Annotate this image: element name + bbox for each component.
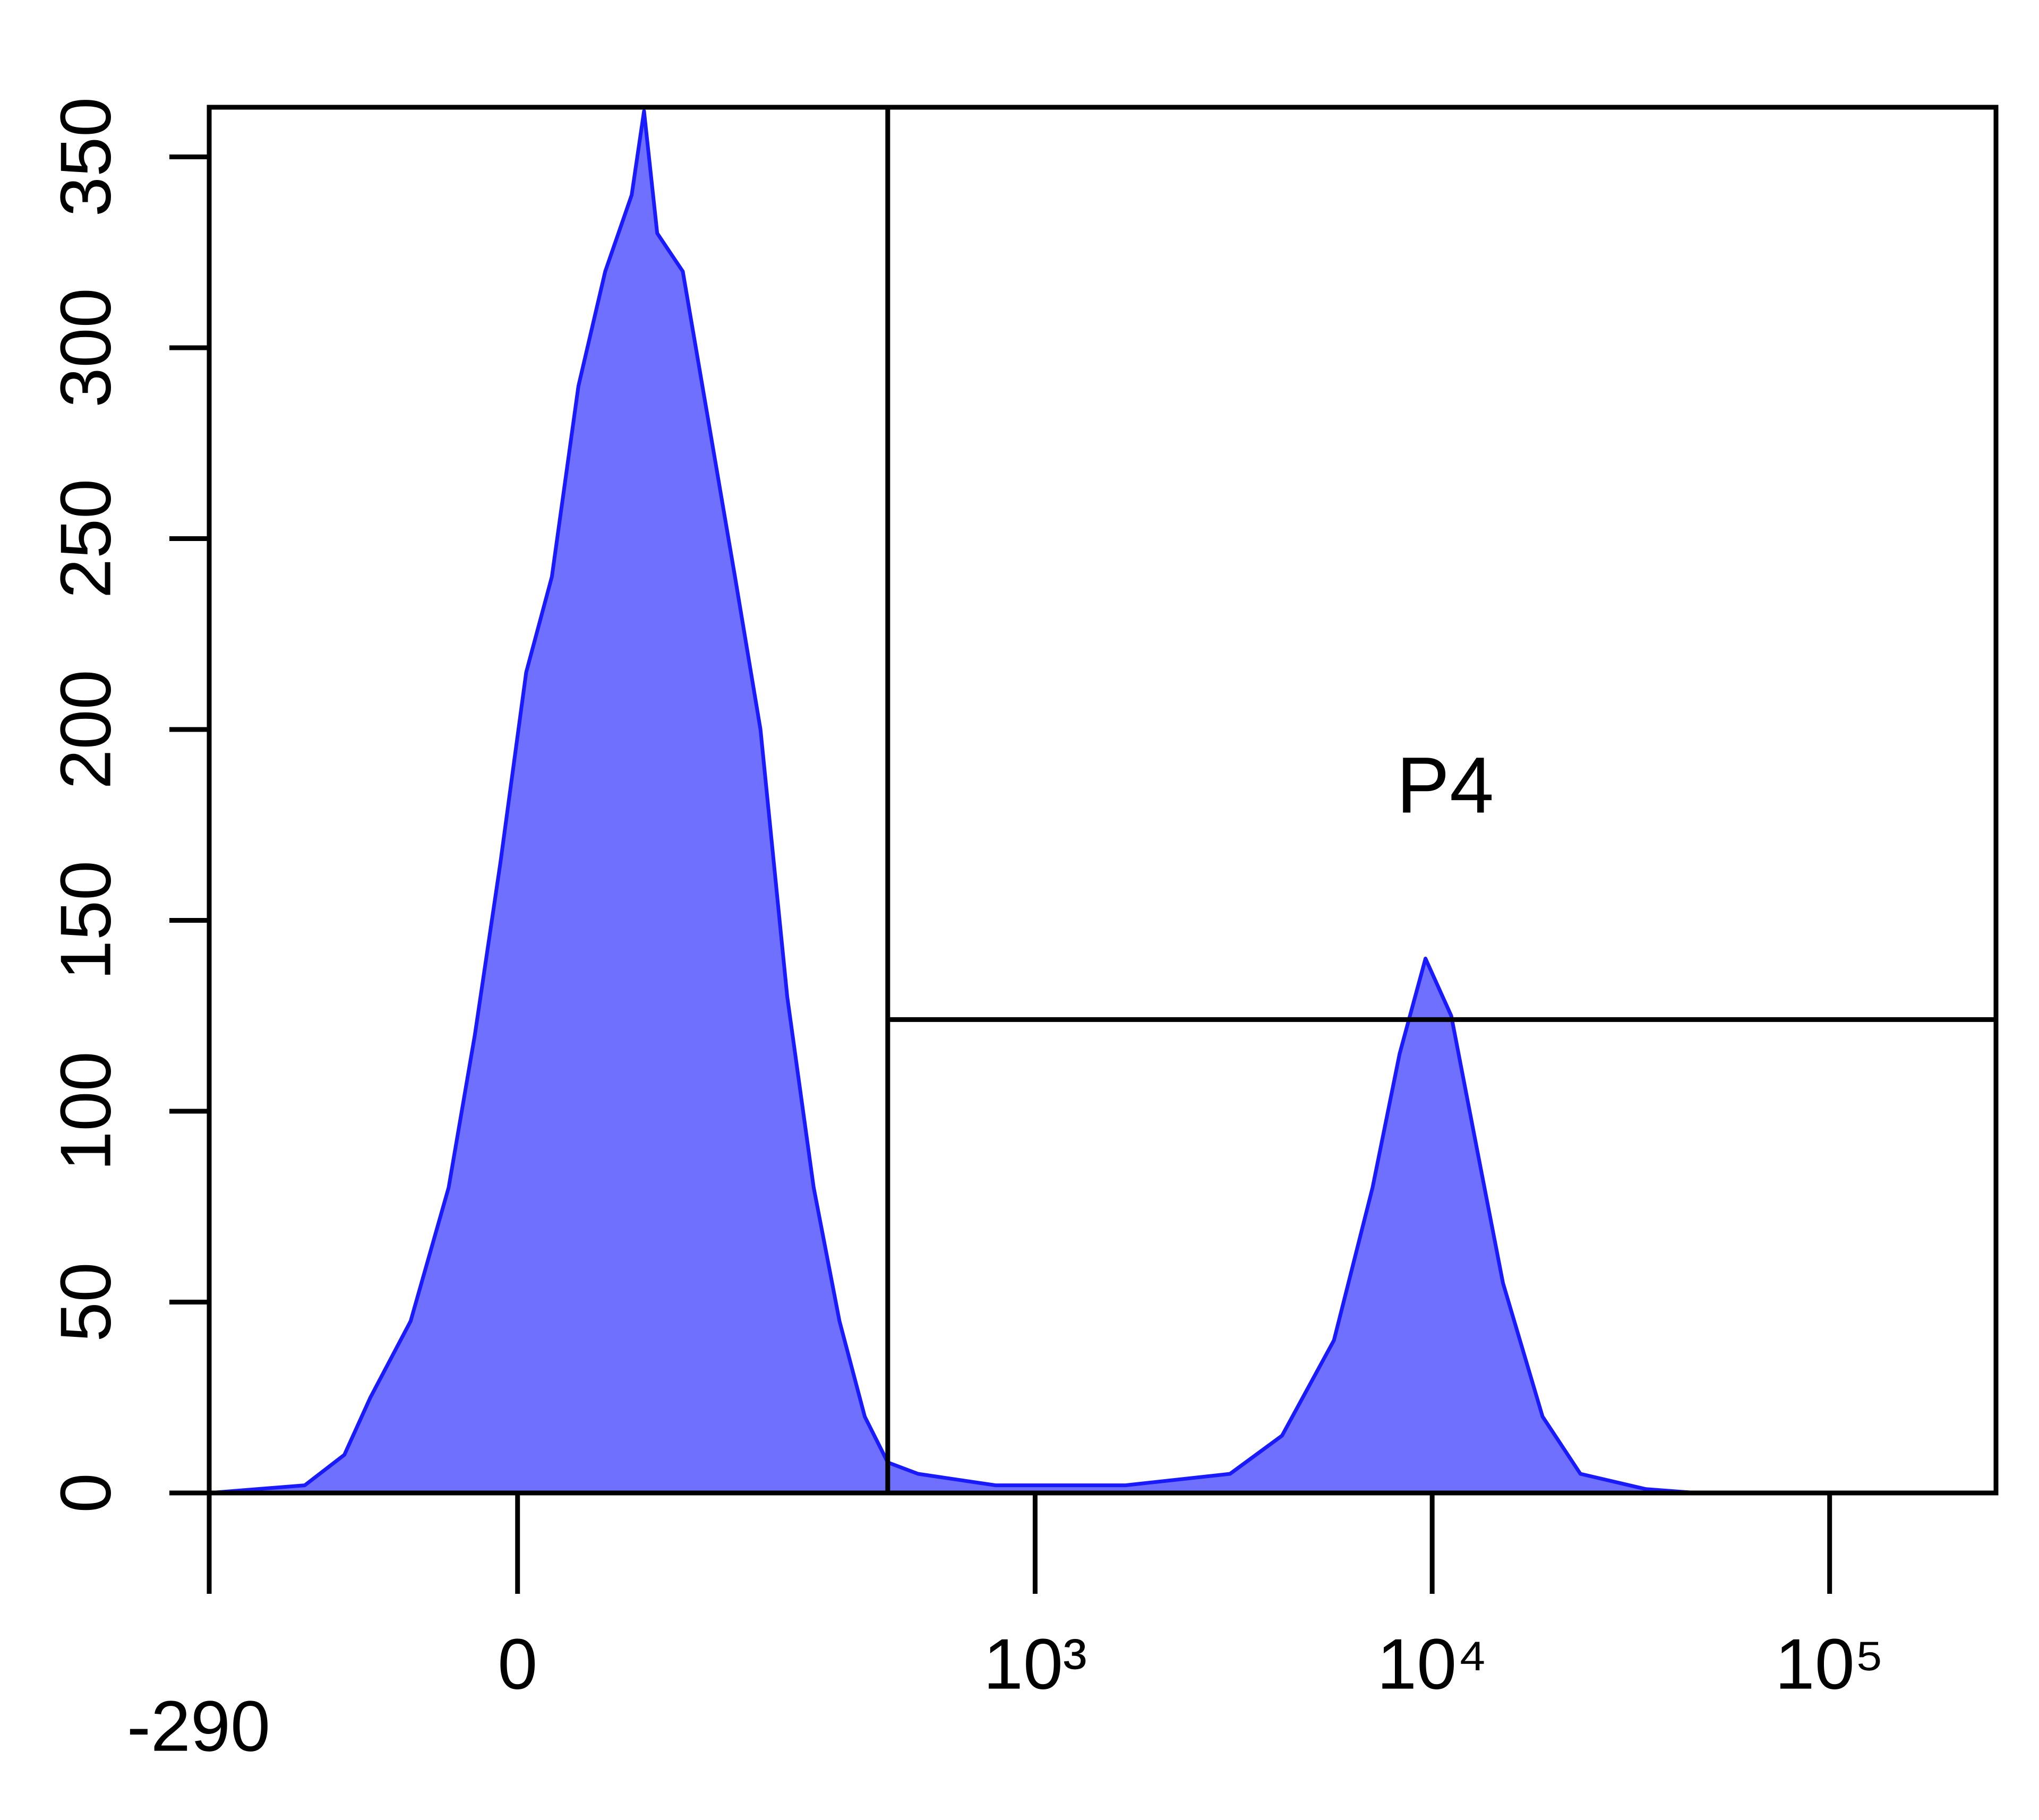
x-tick-label: 10⁴ bbox=[1377, 1624, 1487, 1704]
histogram-area bbox=[207, 109, 1998, 1495]
x-tick-label: -290 bbox=[127, 1686, 270, 1766]
y-tick-label: 200 bbox=[46, 669, 126, 789]
x-tick-label: 10⁵ bbox=[1775, 1624, 1884, 1704]
x-tick-label: 0 bbox=[498, 1624, 537, 1704]
y-tick-label: 350 bbox=[46, 97, 126, 217]
y-tick-label: 100 bbox=[46, 1051, 126, 1171]
y-tick-label: 300 bbox=[46, 288, 126, 407]
y-tick-label: 250 bbox=[46, 479, 126, 598]
x-tick-label: 10³ bbox=[983, 1624, 1087, 1704]
gate-label: P4 bbox=[1397, 740, 1494, 829]
y-tick-label: 150 bbox=[46, 861, 126, 980]
y-tick-label: 50 bbox=[46, 1262, 126, 1342]
y-tick-label: 0 bbox=[46, 1473, 126, 1513]
plot-frame bbox=[207, 105, 1999, 1496]
